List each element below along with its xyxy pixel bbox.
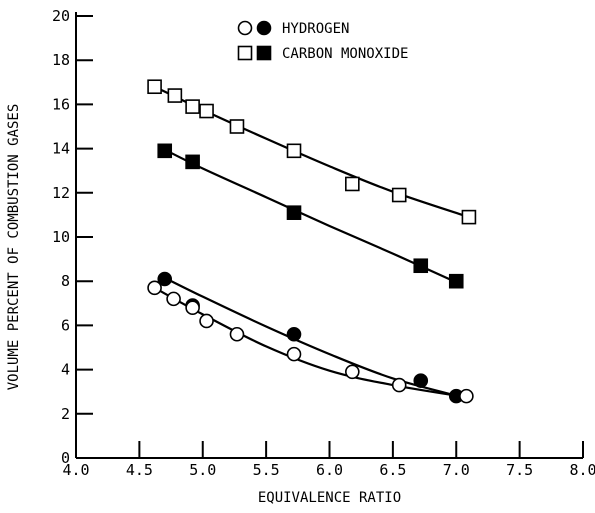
y-tick-label: 12 (52, 184, 70, 202)
x-tick-label: 8.0 (569, 461, 595, 479)
x-tick-label: 6.0 (316, 461, 343, 479)
x-tick-label: 5.5 (253, 461, 280, 479)
x-tick-label: 4.0 (62, 461, 89, 479)
data-point-square-open (286, 143, 302, 159)
y-tick-label: 4 (61, 361, 70, 379)
x-tick-label: 5.0 (189, 461, 216, 479)
y-tick-label: 10 (52, 228, 70, 246)
x-tick-label: 7.0 (443, 461, 470, 479)
y-tick-label: 14 (52, 140, 70, 158)
x-tick-label: 7.5 (506, 461, 533, 479)
data-points (147, 79, 477, 404)
y-tick-label: 8 (61, 272, 70, 290)
data-point-circle-open (199, 313, 214, 329)
data-point-square-filled (413, 258, 429, 274)
x-axis-label: EQUIVALENCE RATIO (258, 490, 401, 506)
y-tick-label: 16 (52, 95, 70, 113)
y-tick-label: 20 (52, 7, 70, 25)
data-point-square-open (147, 79, 162, 95)
data-point-circle-open (286, 346, 302, 362)
y-tick-label: 0 (61, 449, 70, 467)
y-axis-label: VOLUME PERCENT OF COMBUSTION GASES (6, 104, 22, 391)
data-point-square-filled (157, 143, 173, 159)
data-point-square-filled (448, 273, 464, 289)
data-point-circle-open (185, 300, 200, 316)
data-point-square-open (199, 103, 214, 119)
legend-label: HYDROGEN (282, 21, 349, 37)
x-tick-label: 6.5 (379, 461, 406, 479)
data-point-square-filled (185, 154, 200, 170)
data-point-square-open (345, 176, 360, 192)
axes: 4.0 4.5 5.0 5.5 6.0 6.5 7.0 7.5 8.0 0 2 4 6 8 10 12 14 16… (52, 7, 595, 479)
fit-curves (154, 85, 470, 399)
data-point-square-filled (286, 205, 302, 220)
data-point-circle-filled (157, 271, 173, 287)
data-point-square-open (229, 119, 245, 134)
data-point-square-open (461, 209, 477, 225)
data-point-circle-filled (413, 373, 429, 388)
data-point-square-open (167, 88, 183, 103)
data-point-square-open (185, 99, 200, 114)
legend-marker-square-filled (256, 45, 272, 61)
data-point-circle-filled (286, 326, 302, 342)
x-tick-label: 4.5 (126, 461, 153, 479)
legend-marker-square-open (237, 45, 253, 61)
legend-label: CARBON MONOXIDE (282, 46, 408, 62)
data-point-circle-open (391, 377, 407, 393)
fit-curve-square-filled (164, 148, 457, 284)
y-tick-label: 18 (52, 51, 70, 69)
data-point-circle-open (459, 388, 474, 404)
data-point-circle-open (229, 326, 245, 342)
y-tick-label: 6 (61, 316, 70, 334)
data-point-circle-open (166, 291, 181, 307)
legend-marker-circle-open (237, 20, 253, 36)
data-point-circle-open (147, 280, 162, 296)
data-point-circle-open (345, 364, 360, 380)
data-point-square-open (391, 187, 407, 203)
y-tick-label: 2 (61, 405, 70, 423)
legend-marker-circle-filled (256, 20, 272, 36)
legend: HYDROGEN CARBON MONOXIDE (237, 20, 408, 62)
